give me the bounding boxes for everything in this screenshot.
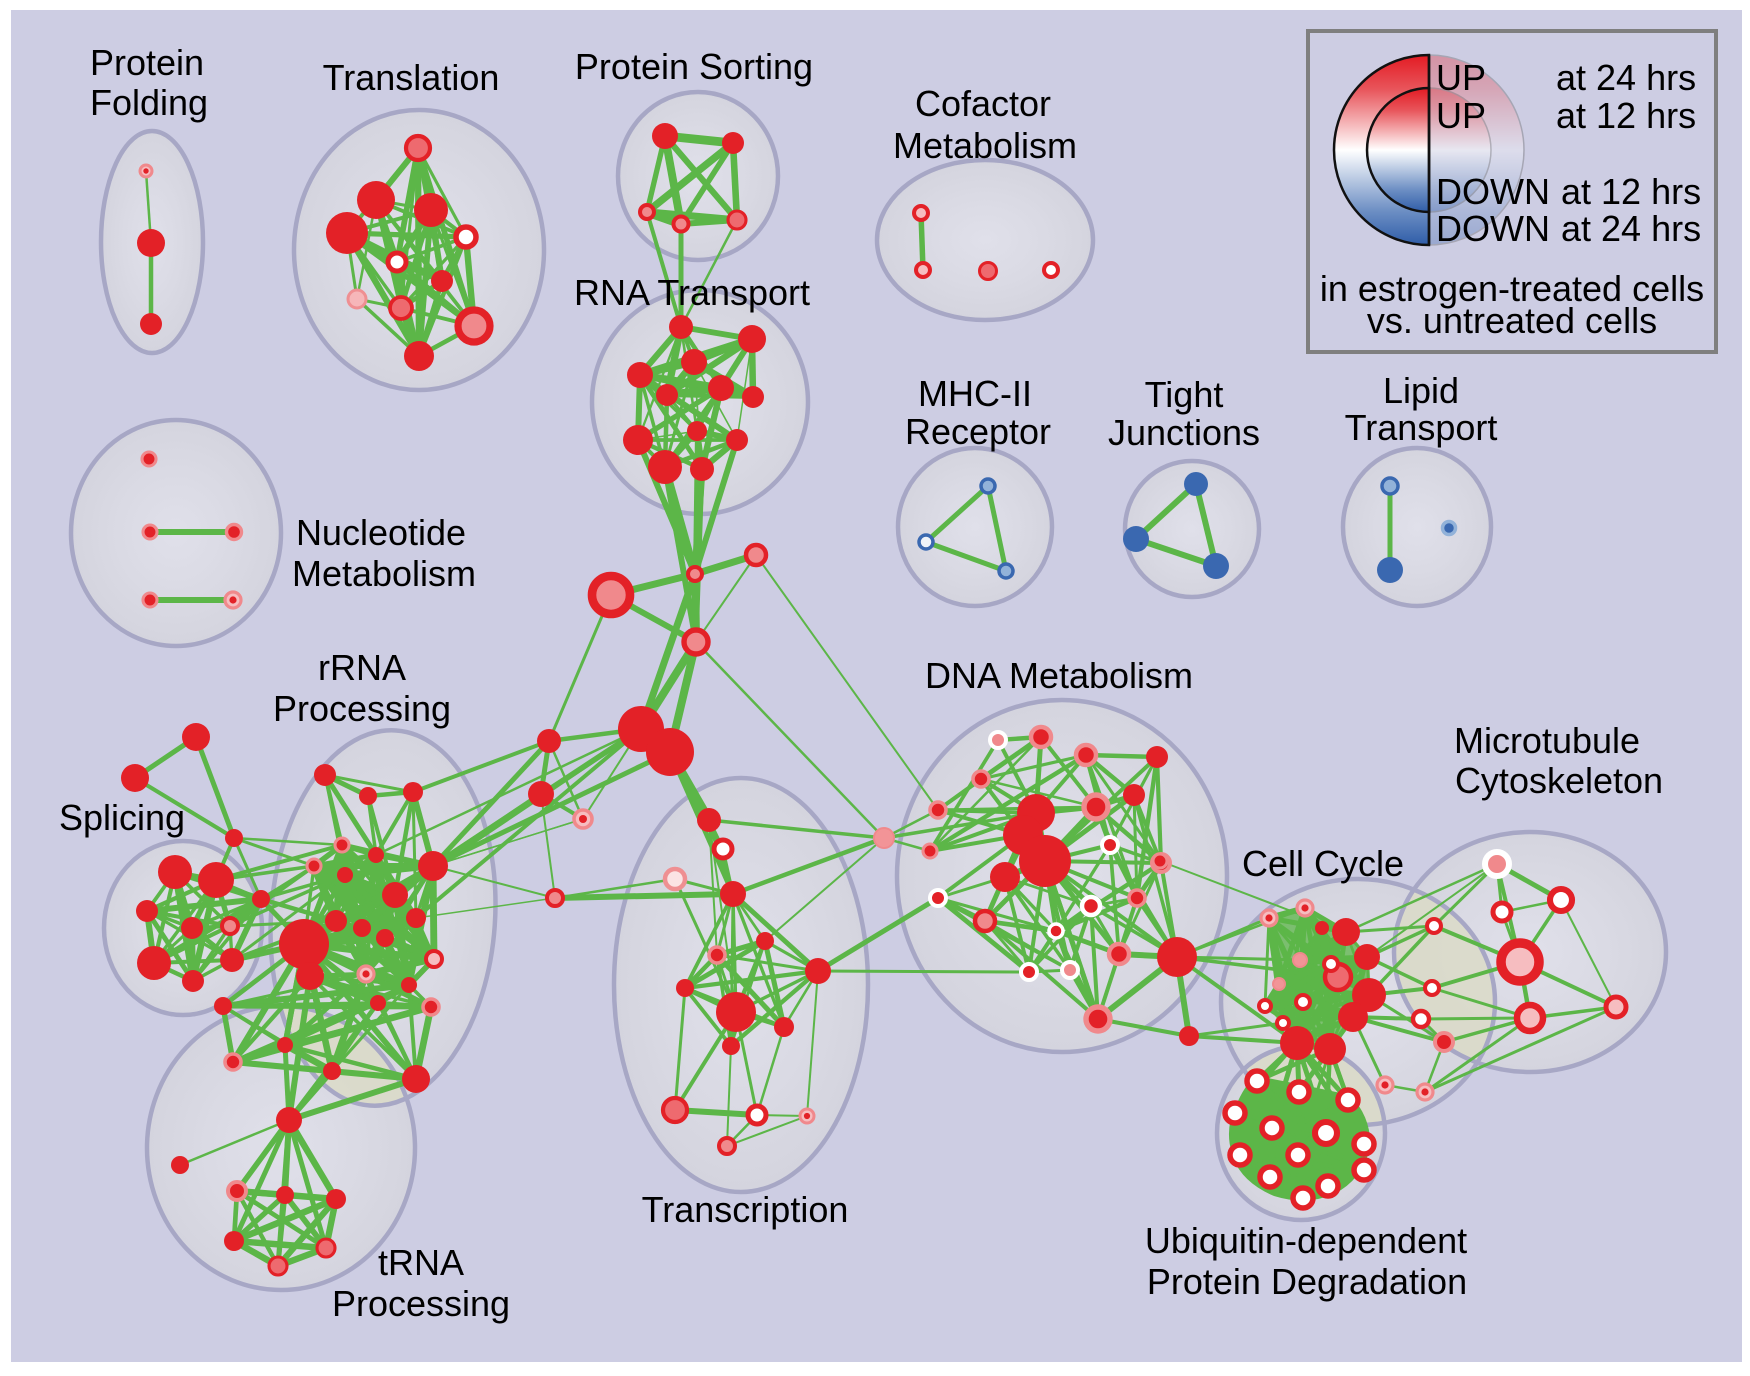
svg-text:at 24 hrs: at 24 hrs [1561,208,1701,249]
svg-text:Folding: Folding [90,82,208,123]
svg-text:Junctions: Junctions [1108,412,1260,453]
svg-text:DOWN: DOWN [1436,171,1550,212]
svg-text:Cell Cycle: Cell Cycle [1242,843,1404,884]
svg-text:Translation: Translation [323,57,500,98]
svg-text:UP: UP [1436,95,1486,136]
svg-text:vs. untreated cells: vs. untreated cells [1367,300,1657,341]
svg-text:Metabolism: Metabolism [292,553,476,594]
svg-text:Transport: Transport [1345,407,1498,448]
svg-text:Protein Degradation: Protein Degradation [1147,1261,1467,1302]
svg-text:Cofactor: Cofactor [915,83,1051,124]
svg-text:Microtubule: Microtubule [1454,720,1640,761]
svg-text:Ubiquitin-dependent: Ubiquitin-dependent [1145,1220,1467,1261]
svg-text:Processing: Processing [273,688,451,729]
svg-text:at 24 hrs: at 24 hrs [1556,57,1696,98]
svg-text:Nucleotide: Nucleotide [296,512,466,553]
svg-text:DNA Metabolism: DNA Metabolism [925,655,1193,696]
svg-text:MHC-II: MHC-II [918,373,1032,414]
svg-text:Transcription: Transcription [642,1189,849,1230]
svg-text:Receptor: Receptor [905,411,1051,452]
svg-text:at 12 hrs: at 12 hrs [1556,95,1696,136]
svg-text:Protein: Protein [90,42,204,83]
svg-text:tRNA: tRNA [378,1242,464,1283]
svg-text:in estrogen-treated cells: in estrogen-treated cells [1320,268,1704,309]
svg-text:rRNA: rRNA [318,647,406,688]
svg-text:DOWN: DOWN [1436,208,1550,249]
svg-text:Splicing: Splicing [59,797,185,838]
svg-text:UP: UP [1436,57,1486,98]
svg-text:Processing: Processing [332,1283,510,1324]
svg-text:Protein Sorting: Protein Sorting [575,46,813,87]
svg-text:Metabolism: Metabolism [893,125,1077,166]
svg-text:RNA Transport: RNA Transport [574,272,810,313]
svg-text:at 12 hrs: at 12 hrs [1561,171,1701,212]
svg-text:Lipid: Lipid [1383,370,1459,411]
svg-text:Tight: Tight [1145,374,1224,415]
svg-text:Cytoskeleton: Cytoskeleton [1455,760,1663,801]
